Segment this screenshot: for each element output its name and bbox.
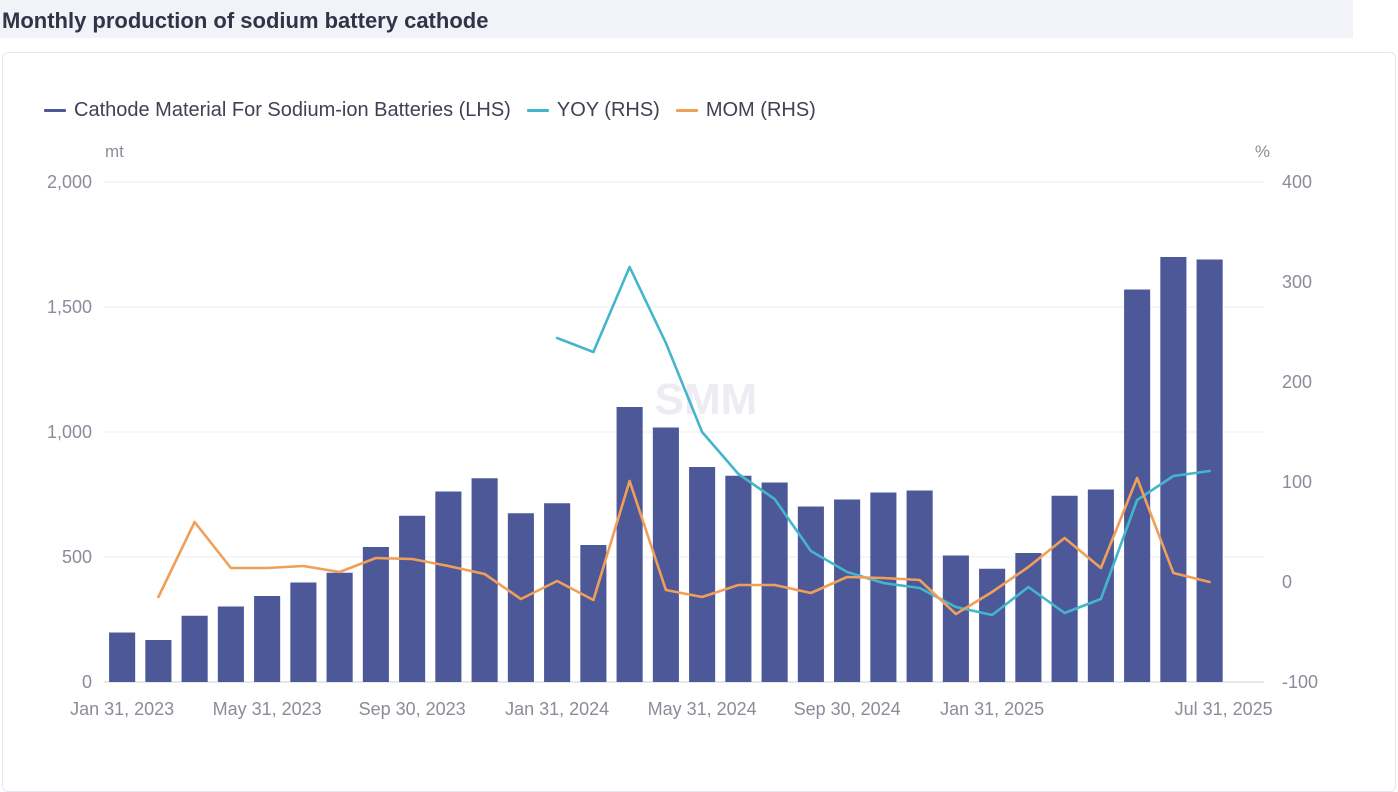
y-left-tick-label: 2,000 <box>47 172 92 192</box>
legend-item[interactable]: MOM (RHS) <box>675 98 816 122</box>
bar <box>544 503 571 682</box>
bar <box>725 475 752 682</box>
legend-swatch <box>44 108 66 112</box>
x-tick-label: May 31, 2024 <box>648 699 757 719</box>
legend-label: YOY (RHS) <box>556 98 660 121</box>
chart-legend: Cathode Material For Sodium-ion Batterie… <box>44 97 832 123</box>
watermark-text: SMM <box>655 375 758 424</box>
bar <box>1160 257 1187 682</box>
bar <box>1051 495 1078 682</box>
bar <box>399 515 426 682</box>
y-right-tick-label: 0 <box>1282 572 1292 592</box>
y-left-unit: mt <box>105 142 124 161</box>
series-line <box>555 265 1211 617</box>
title-bar: Monthly production of sodium battery cat… <box>0 0 1353 38</box>
bar <box>254 596 281 682</box>
y-left-tick-label: 0 <box>82 672 92 692</box>
y-left-tick-label: 500 <box>62 547 92 567</box>
bar <box>652 427 679 682</box>
y-right-tick-label: 300 <box>1282 272 1312 292</box>
y-right-tick-label: -100 <box>1282 672 1318 692</box>
y-right-unit: % <box>1255 142 1270 161</box>
legend-label: Cathode Material For Sodium-ion Batterie… <box>74 98 511 121</box>
chart-title: Monthly production of sodium battery cat… <box>2 8 489 33</box>
bar <box>145 640 172 682</box>
legend-item[interactable]: Cathode Material For Sodium-ion Batterie… <box>44 99 511 122</box>
x-tick-label: Jan 31, 2023 <box>70 699 174 719</box>
x-tick-label: Jan 31, 2024 <box>505 699 609 719</box>
bar <box>616 407 643 682</box>
legend-swatch <box>526 108 549 112</box>
x-tick-label: Sep 30, 2023 <box>359 699 466 719</box>
bar <box>979 568 1006 682</box>
x-tick-label: Jul 31, 2025 <box>1175 699 1273 719</box>
legend-swatch <box>675 108 698 112</box>
y-left-tick-label: 1,000 <box>47 422 92 442</box>
chart-plot: SMM 0 500 1,000 1,500 2,000 -100 0 100 200 300 400 m… <box>47 142 1318 719</box>
bar <box>435 491 462 682</box>
y-left-tick-label: 1,500 <box>47 297 92 317</box>
legend-label: MOM (RHS) <box>705 98 816 121</box>
bar <box>689 467 716 682</box>
bar <box>1124 289 1151 682</box>
legend-item[interactable]: YOY (RHS) <box>526 98 660 122</box>
series-line <box>157 476 1211 616</box>
bar <box>580 545 607 682</box>
bar <box>870 492 897 682</box>
x-tick-label: Sep 30, 2024 <box>794 699 901 719</box>
bar <box>326 572 353 682</box>
bar <box>761 482 788 682</box>
y-right-tick-label: 400 <box>1282 172 1312 192</box>
bar <box>181 615 208 682</box>
bar <box>1087 489 1114 682</box>
y-right-tick-label: 100 <box>1282 472 1312 492</box>
bar <box>109 632 136 682</box>
bar <box>942 555 969 682</box>
y-right-tick-label: 200 <box>1282 372 1312 392</box>
x-tick-label: Jan 31, 2025 <box>940 699 1044 719</box>
bar <box>290 582 317 682</box>
x-tick-label: May 31, 2023 <box>213 699 322 719</box>
bar <box>217 606 244 682</box>
bar <box>834 499 861 682</box>
bar <box>362 547 389 682</box>
